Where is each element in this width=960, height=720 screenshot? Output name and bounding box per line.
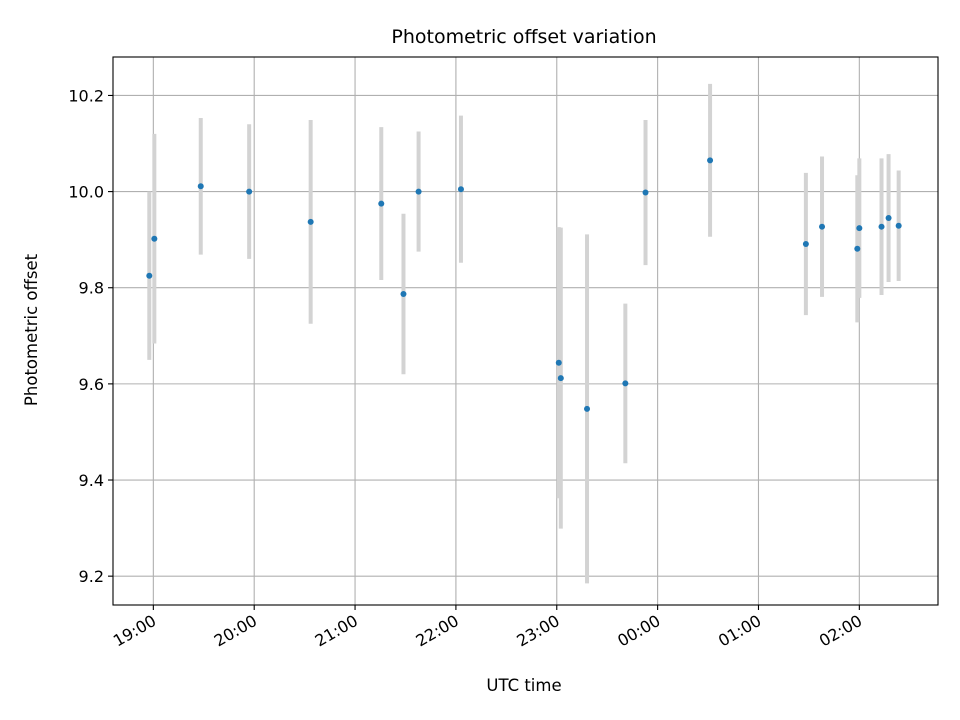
plot-area-frame bbox=[112, 56, 939, 606]
data-point bbox=[307, 218, 314, 225]
y-tick-label: 9.8 bbox=[79, 279, 104, 298]
data-point bbox=[415, 188, 422, 195]
data-point bbox=[878, 223, 885, 230]
y-axis-ticks: 9.2 9.4 9.6 9.8 10.0 10.2 bbox=[68, 86, 113, 586]
grid bbox=[113, 57, 938, 605]
data-point bbox=[400, 290, 407, 297]
data-point bbox=[197, 183, 204, 190]
y-tick-label: 9.2 bbox=[79, 567, 104, 586]
data-points bbox=[146, 157, 902, 412]
data-point bbox=[378, 200, 385, 207]
chart-title: Photometric offset variation bbox=[391, 26, 656, 48]
data-point bbox=[802, 240, 809, 247]
data-point bbox=[555, 359, 562, 366]
data-point bbox=[819, 223, 826, 230]
data-point bbox=[854, 245, 861, 252]
data-point bbox=[642, 189, 649, 196]
data-point bbox=[707, 157, 714, 164]
data-point bbox=[885, 215, 892, 222]
data-point bbox=[151, 235, 158, 242]
data-point bbox=[856, 225, 863, 232]
data-point bbox=[895, 222, 902, 229]
y-tick-label: 9.6 bbox=[79, 375, 104, 394]
y-tick-label: 10.0 bbox=[68, 183, 104, 202]
x-axis-label: UTC time bbox=[486, 676, 561, 695]
data-point bbox=[457, 186, 464, 193]
data-point bbox=[557, 375, 564, 382]
data-point bbox=[146, 272, 153, 279]
y-axis-label: Photometric offset bbox=[22, 253, 41, 406]
data-point bbox=[246, 188, 253, 195]
data-point bbox=[584, 405, 591, 412]
data-point bbox=[622, 380, 629, 387]
y-tick-label: 10.2 bbox=[68, 86, 104, 105]
y-tick-label: 9.4 bbox=[79, 471, 104, 490]
